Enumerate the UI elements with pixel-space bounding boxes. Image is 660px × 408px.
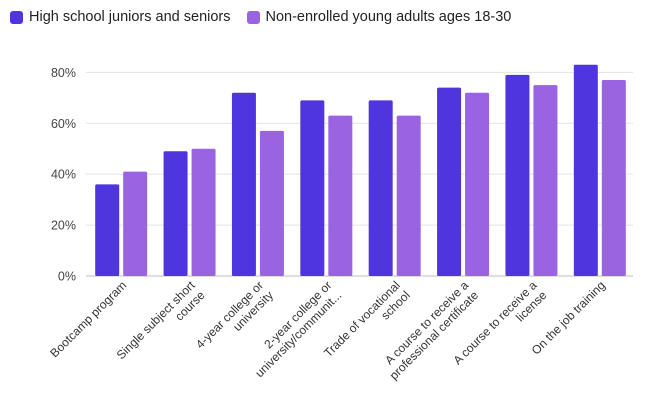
bar-juniors-seniors (573, 64, 598, 277)
legend-label-young-adults: Non-enrolled young adults ages 18-30 (265, 9, 512, 25)
legend-label-juniors-seniors: High school juniors and seniors (29, 9, 231, 25)
bar-juniors-seniors (163, 151, 188, 276)
bar-juniors-seniors (300, 100, 325, 276)
y-tick-label: 60% (51, 117, 76, 131)
bar-juniors-seniors (95, 184, 120, 276)
y-tick-label: 40% (51, 168, 76, 182)
legend-swatch-juniors-seniors (10, 10, 23, 24)
bar-juniors-seniors (231, 92, 256, 277)
legend-swatch-young-adults (246, 10, 260, 24)
bar-juniors-seniors (437, 87, 462, 277)
bar-young-adults (601, 80, 626, 276)
x-category-label: Single subject shortcourse (114, 278, 208, 372)
legend: High school juniors and seniors Non-enro… (10, 9, 511, 25)
legend-item-young-adults[interactable]: Non-enrolled young adults ages 18-30 (246, 9, 512, 25)
bar-young-adults (259, 130, 284, 276)
bar-juniors-seniors (368, 100, 393, 276)
bar-juniors-seniors (505, 74, 530, 276)
x-category-label: 4-year college oruniversity (193, 278, 276, 361)
bar-young-adults (533, 85, 558, 276)
bar-young-adults (123, 171, 148, 276)
y-tick-label: 20% (51, 219, 76, 233)
y-tick-label: 80% (51, 66, 76, 80)
bar-young-adults (328, 115, 353, 277)
legend-item-juniors-seniors[interactable]: High school juniors and seniors (10, 9, 231, 25)
bar-young-adults (465, 92, 490, 277)
y-tick-label: 0% (58, 270, 76, 284)
bar-young-adults (191, 148, 216, 276)
bar-young-adults (396, 115, 421, 277)
